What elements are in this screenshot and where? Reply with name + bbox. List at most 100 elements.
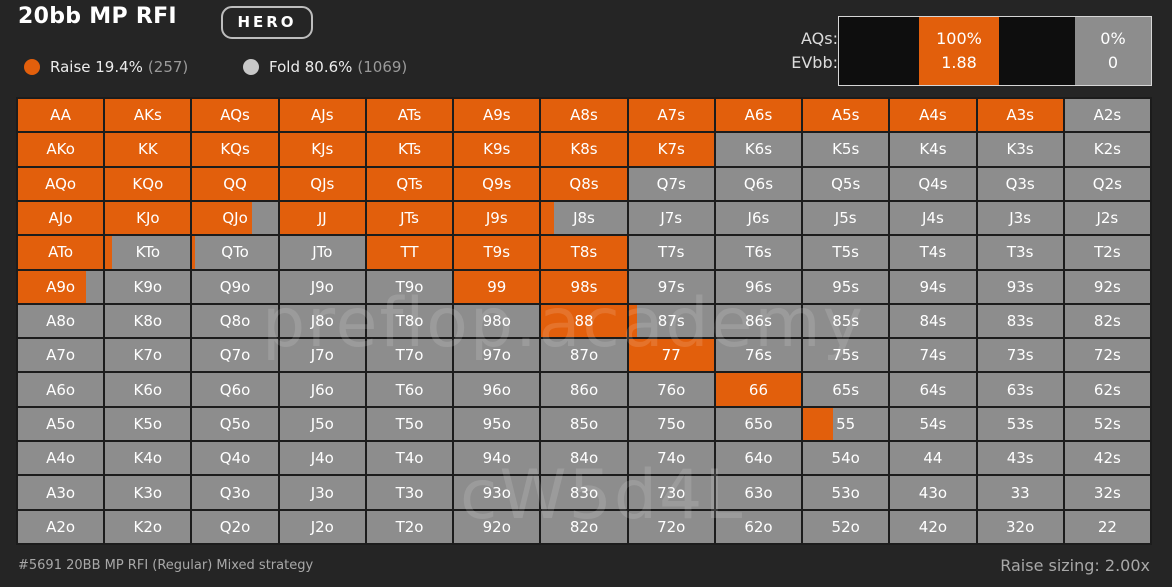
hand-cell[interactable]: AKo bbox=[18, 133, 104, 166]
hand-cell[interactable]: 95s bbox=[803, 270, 889, 303]
hand-cell[interactable]: 92s bbox=[1064, 270, 1150, 303]
hand-cell[interactable]: 42o bbox=[890, 510, 976, 543]
hand-cell[interactable]: 83s bbox=[977, 304, 1063, 338]
hand-cell[interactable]: T4o bbox=[366, 442, 453, 475]
hand-cell[interactable]: 72s bbox=[1064, 339, 1150, 372]
hand-cell[interactable]: 94s bbox=[890, 270, 976, 303]
hand-cell[interactable]: J8s bbox=[541, 201, 627, 235]
hand-cell[interactable]: T2s bbox=[1064, 236, 1150, 269]
hand-cell[interactable]: 22 bbox=[1064, 510, 1150, 543]
hand-cell[interactable]: J9o bbox=[279, 270, 365, 303]
hand-cell[interactable]: Q6s bbox=[715, 167, 802, 200]
hand-cell[interactable]: A9s bbox=[454, 99, 540, 132]
hand-cell[interactable]: J7s bbox=[628, 201, 714, 235]
hand-cell[interactable]: 74s bbox=[890, 339, 976, 372]
hand-cell[interactable]: A7o bbox=[18, 339, 104, 372]
hand-cell[interactable]: Q7o bbox=[192, 339, 278, 372]
hand-cell[interactable]: J2o bbox=[279, 510, 365, 543]
hand-cell[interactable]: 93s bbox=[977, 270, 1063, 303]
hand-cell[interactable]: 53s bbox=[977, 407, 1063, 441]
hand-cell[interactable]: A2s bbox=[1064, 99, 1150, 132]
hand-cell[interactable]: A4s bbox=[890, 99, 976, 132]
hand-cell[interactable]: AQo bbox=[18, 167, 104, 200]
hand-cell[interactable]: J6o bbox=[279, 373, 365, 406]
hand-cell[interactable]: 64o bbox=[715, 442, 802, 475]
hand-cell[interactable]: AKs bbox=[105, 99, 191, 132]
hand-cell[interactable]: A3s bbox=[977, 99, 1063, 132]
hand-cell[interactable]: 73s bbox=[977, 339, 1063, 372]
hand-cell[interactable]: 84o bbox=[541, 442, 627, 475]
hand-cell[interactable]: Q7s bbox=[628, 167, 714, 200]
hand-cell[interactable]: K2s bbox=[1064, 133, 1150, 166]
hand-cell[interactable]: QTo bbox=[192, 236, 278, 269]
hand-cell[interactable]: 85s bbox=[803, 304, 889, 338]
hand-cell[interactable]: 55 bbox=[803, 407, 889, 441]
hand-cell[interactable]: J3s bbox=[977, 201, 1063, 235]
hand-cell[interactable]: K8o bbox=[105, 304, 191, 338]
hand-cell[interactable]: A5s bbox=[803, 99, 889, 132]
hand-cell[interactable]: T8s bbox=[541, 236, 627, 269]
hand-cell[interactable]: 65o bbox=[715, 407, 802, 441]
hand-cell[interactable]: J5o bbox=[279, 407, 365, 441]
hand-cell[interactable]: Q2o bbox=[192, 510, 278, 543]
hand-cell[interactable]: KJo bbox=[105, 201, 191, 235]
hand-cell[interactable]: 77 bbox=[628, 339, 714, 372]
hand-cell[interactable]: K6s bbox=[715, 133, 802, 166]
hand-cell[interactable]: ATs bbox=[366, 99, 453, 132]
hand-cell[interactable]: K3o bbox=[105, 476, 191, 509]
hand-cell[interactable]: AJo bbox=[18, 201, 104, 235]
hand-cell[interactable]: J5s bbox=[803, 201, 889, 235]
hand-cell[interactable]: T2o bbox=[366, 510, 453, 543]
hand-cell[interactable]: 73o bbox=[628, 476, 714, 509]
hand-cell[interactable]: 44 bbox=[890, 442, 976, 475]
hand-cell[interactable]: 32s bbox=[1064, 476, 1150, 509]
hand-cell[interactable]: K7s bbox=[628, 133, 714, 166]
hand-cell[interactable]: Q3o bbox=[192, 476, 278, 509]
hand-cell[interactable]: K8s bbox=[541, 133, 627, 166]
hand-cell[interactable]: 76s bbox=[715, 339, 802, 372]
hand-cell[interactable]: KK bbox=[105, 133, 191, 166]
hand-cell[interactable]: 95o bbox=[454, 407, 540, 441]
hand-cell[interactable]: 76o bbox=[628, 373, 714, 406]
hand-cell[interactable]: K2o bbox=[105, 510, 191, 543]
hand-cell[interactable]: T4s bbox=[890, 236, 976, 269]
hand-cell[interactable]: A6o bbox=[18, 373, 104, 406]
hand-cell[interactable]: 66 bbox=[715, 373, 802, 406]
hand-cell[interactable]: QQ bbox=[192, 167, 278, 200]
hand-cell[interactable]: Q4o bbox=[192, 442, 278, 475]
hand-cell[interactable]: T7o bbox=[366, 339, 453, 372]
hand-cell[interactable]: JJ bbox=[279, 201, 365, 235]
hand-cell[interactable]: T3s bbox=[977, 236, 1063, 269]
hand-cell[interactable]: K5s bbox=[803, 133, 889, 166]
hand-cell[interactable]: K6o bbox=[105, 373, 191, 406]
hand-cell[interactable]: K9o bbox=[105, 270, 191, 303]
hand-cell[interactable]: J7o bbox=[279, 339, 365, 372]
hand-cell[interactable]: J9s bbox=[454, 201, 540, 235]
hand-cell[interactable]: Q8o bbox=[192, 304, 278, 338]
hand-cell[interactable]: K4o bbox=[105, 442, 191, 475]
hand-cell[interactable]: Q8s bbox=[541, 167, 627, 200]
hand-cell[interactable]: TT bbox=[366, 236, 453, 269]
hand-cell[interactable]: 75s bbox=[803, 339, 889, 372]
hand-cell[interactable]: 84s bbox=[890, 304, 976, 338]
hand-cell[interactable]: J8o bbox=[279, 304, 365, 338]
hand-cell[interactable]: 63s bbox=[977, 373, 1063, 406]
hand-cell[interactable]: KTs bbox=[366, 133, 453, 166]
hand-cell[interactable]: T8o bbox=[366, 304, 453, 338]
hand-cell[interactable]: A8o bbox=[18, 304, 104, 338]
hand-cell[interactable]: A2o bbox=[18, 510, 104, 543]
hand-cell[interactable]: QJs bbox=[279, 167, 365, 200]
hand-cell[interactable]: 96o bbox=[454, 373, 540, 406]
hand-cell[interactable]: 86o bbox=[541, 373, 627, 406]
hand-cell[interactable]: 43o bbox=[890, 476, 976, 509]
hand-cell[interactable]: T6s bbox=[715, 236, 802, 269]
hand-cell[interactable]: T5o bbox=[366, 407, 453, 441]
hand-cell[interactable]: 63o bbox=[715, 476, 802, 509]
hand-cell[interactable]: A5o bbox=[18, 407, 104, 441]
hand-cell[interactable]: A3o bbox=[18, 476, 104, 509]
hand-cell[interactable]: T3o bbox=[366, 476, 453, 509]
hand-cell[interactable]: 87s bbox=[628, 304, 714, 338]
hand-cell[interactable]: J3o bbox=[279, 476, 365, 509]
hand-cell[interactable]: T9o bbox=[366, 270, 453, 303]
hand-cell[interactable]: Q5s bbox=[803, 167, 889, 200]
